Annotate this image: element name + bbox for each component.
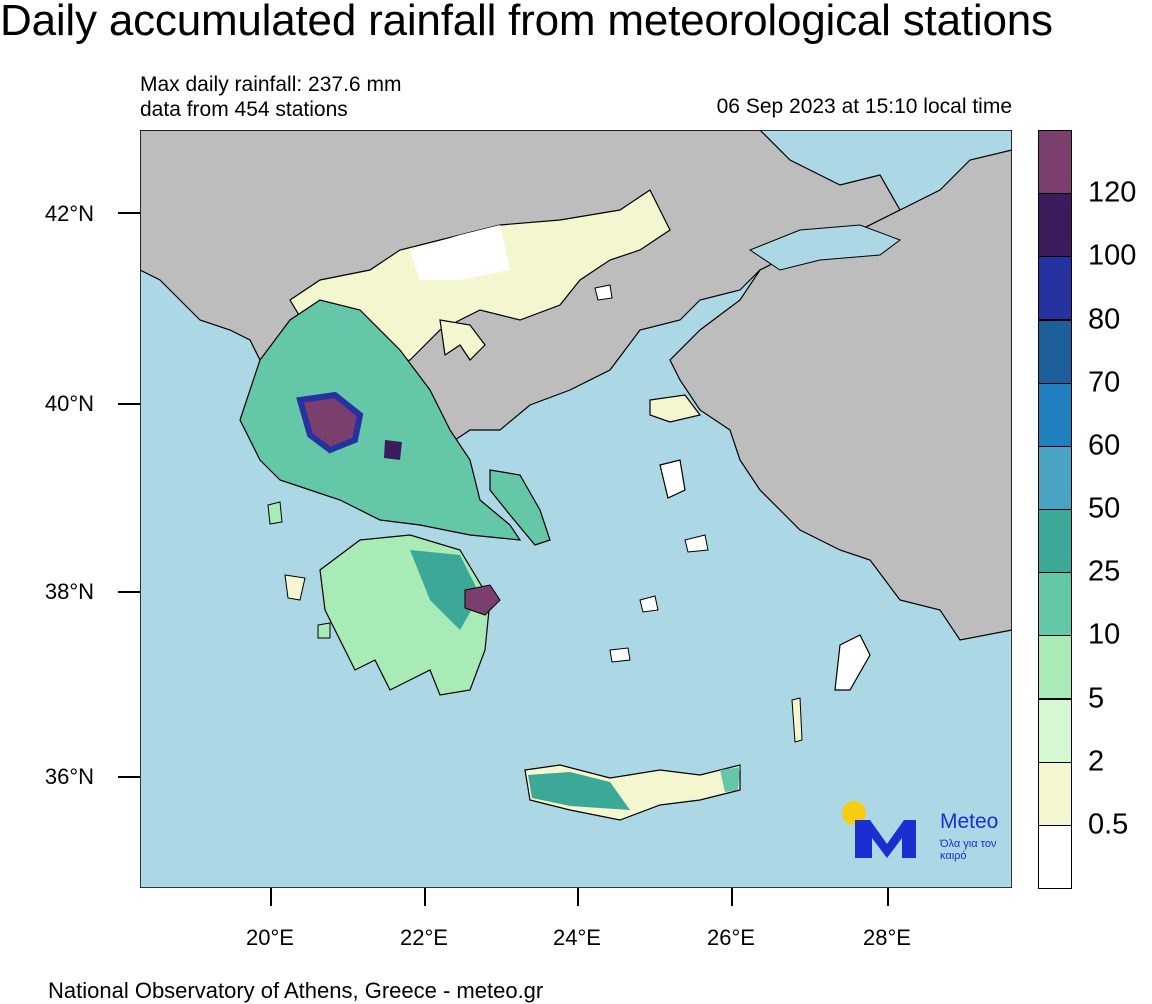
heavy-rain-core xyxy=(296,391,364,454)
legend-swatch xyxy=(1038,256,1072,321)
logo-tagline: Όλα για τον καιρό xyxy=(940,838,997,862)
m-logo-icon xyxy=(855,820,916,858)
logo-name: Meteo xyxy=(940,810,999,833)
lat-tick-38 xyxy=(118,591,140,593)
cyclades-2 xyxy=(684,534,709,553)
timestamp-text: 06 Sep 2023 at 15:10 local time xyxy=(716,95,1012,118)
rainfall-map xyxy=(140,130,1012,888)
chart-title: Daily accumulated rainfall from meteorol… xyxy=(0,0,1053,45)
lat-tick-40 xyxy=(118,403,140,405)
legend-label: 5 xyxy=(1088,682,1105,714)
lon-tick-22 xyxy=(424,888,426,906)
lat-tick-36 xyxy=(118,776,140,778)
chalkidiki xyxy=(439,319,486,361)
legend-label: 0.5 xyxy=(1088,808,1129,841)
legend-label: 10 xyxy=(1088,618,1121,651)
legend-swatch xyxy=(1038,130,1072,195)
lat-label-36: 36°N xyxy=(44,764,94,789)
lat-label-40: 40°N xyxy=(44,391,94,416)
legend-label: 80 xyxy=(1088,303,1121,335)
lon-tick-26 xyxy=(731,888,733,906)
chios xyxy=(659,459,686,499)
legend-label: 120 xyxy=(1088,176,1137,209)
legend-swatch xyxy=(1038,761,1072,826)
lat-label-42: 42°N xyxy=(44,201,94,226)
lon-tick-24 xyxy=(577,888,579,906)
cyclades-3 xyxy=(609,647,631,663)
legend-label: 50 xyxy=(1088,492,1121,525)
greece-central xyxy=(239,299,522,541)
lon-tick-20 xyxy=(270,888,272,906)
legend-swatch xyxy=(1038,319,1072,384)
lon-label-24: 24°E xyxy=(553,925,601,950)
legend-swatch xyxy=(1038,824,1072,889)
footer-credit: National Observatory of Athens, Greece -… xyxy=(48,978,544,1003)
legend-swatch xyxy=(1038,445,1072,510)
info-block: Max daily rainfall: 237.6 mm data from 4… xyxy=(140,72,401,122)
lon-tick-28 xyxy=(887,888,889,906)
meteo-logo: Meteo Όλα για τον καιρό xyxy=(840,798,1010,868)
lat-label-38: 38°N xyxy=(44,579,94,604)
lon-label-26: 26°E xyxy=(707,925,755,950)
crete-wet-east xyxy=(720,767,740,792)
kefalonia xyxy=(284,574,306,601)
marmara-sea xyxy=(748,224,902,271)
meteo-logo-mark xyxy=(842,801,916,858)
stations-count-text: data from 454 stations xyxy=(140,98,348,121)
peloponnese-wet xyxy=(410,550,480,630)
thasos xyxy=(594,284,613,301)
rhodes xyxy=(834,634,871,691)
lefkada xyxy=(267,501,283,525)
turkey-land xyxy=(669,130,1012,641)
legend-swatch xyxy=(1038,635,1072,700)
zakynthos xyxy=(317,622,331,639)
euboea xyxy=(489,469,551,546)
legend-swatch xyxy=(1038,509,1072,574)
lon-label-28: 28°E xyxy=(863,925,911,950)
greece-north-dry xyxy=(410,225,510,280)
legend-label: 60 xyxy=(1088,429,1121,462)
cyclades-1 xyxy=(639,595,659,613)
lon-label-20: 20°E xyxy=(246,925,294,950)
heavy-rain-spot xyxy=(384,440,402,460)
legend-label: 70 xyxy=(1088,366,1121,399)
attica-rain-core xyxy=(464,584,501,616)
legend-swatch xyxy=(1038,572,1072,637)
legend-label: 100 xyxy=(1088,239,1137,272)
legend-swatch xyxy=(1038,193,1072,258)
legend-colorbar xyxy=(1038,130,1072,889)
legend-label: 25 xyxy=(1088,555,1121,588)
legend-swatch xyxy=(1038,382,1072,447)
legend-label: 2 xyxy=(1088,745,1105,778)
lesvos xyxy=(649,394,702,423)
legend-swatch xyxy=(1038,698,1072,763)
max-rainfall-text: Max daily rainfall: 237.6 mm xyxy=(140,73,402,96)
sun-icon xyxy=(842,801,866,825)
lon-label-22: 22°E xyxy=(400,925,448,950)
lat-tick-42 xyxy=(118,212,140,214)
karpathos xyxy=(791,697,803,743)
crete-wet-west xyxy=(528,772,630,810)
